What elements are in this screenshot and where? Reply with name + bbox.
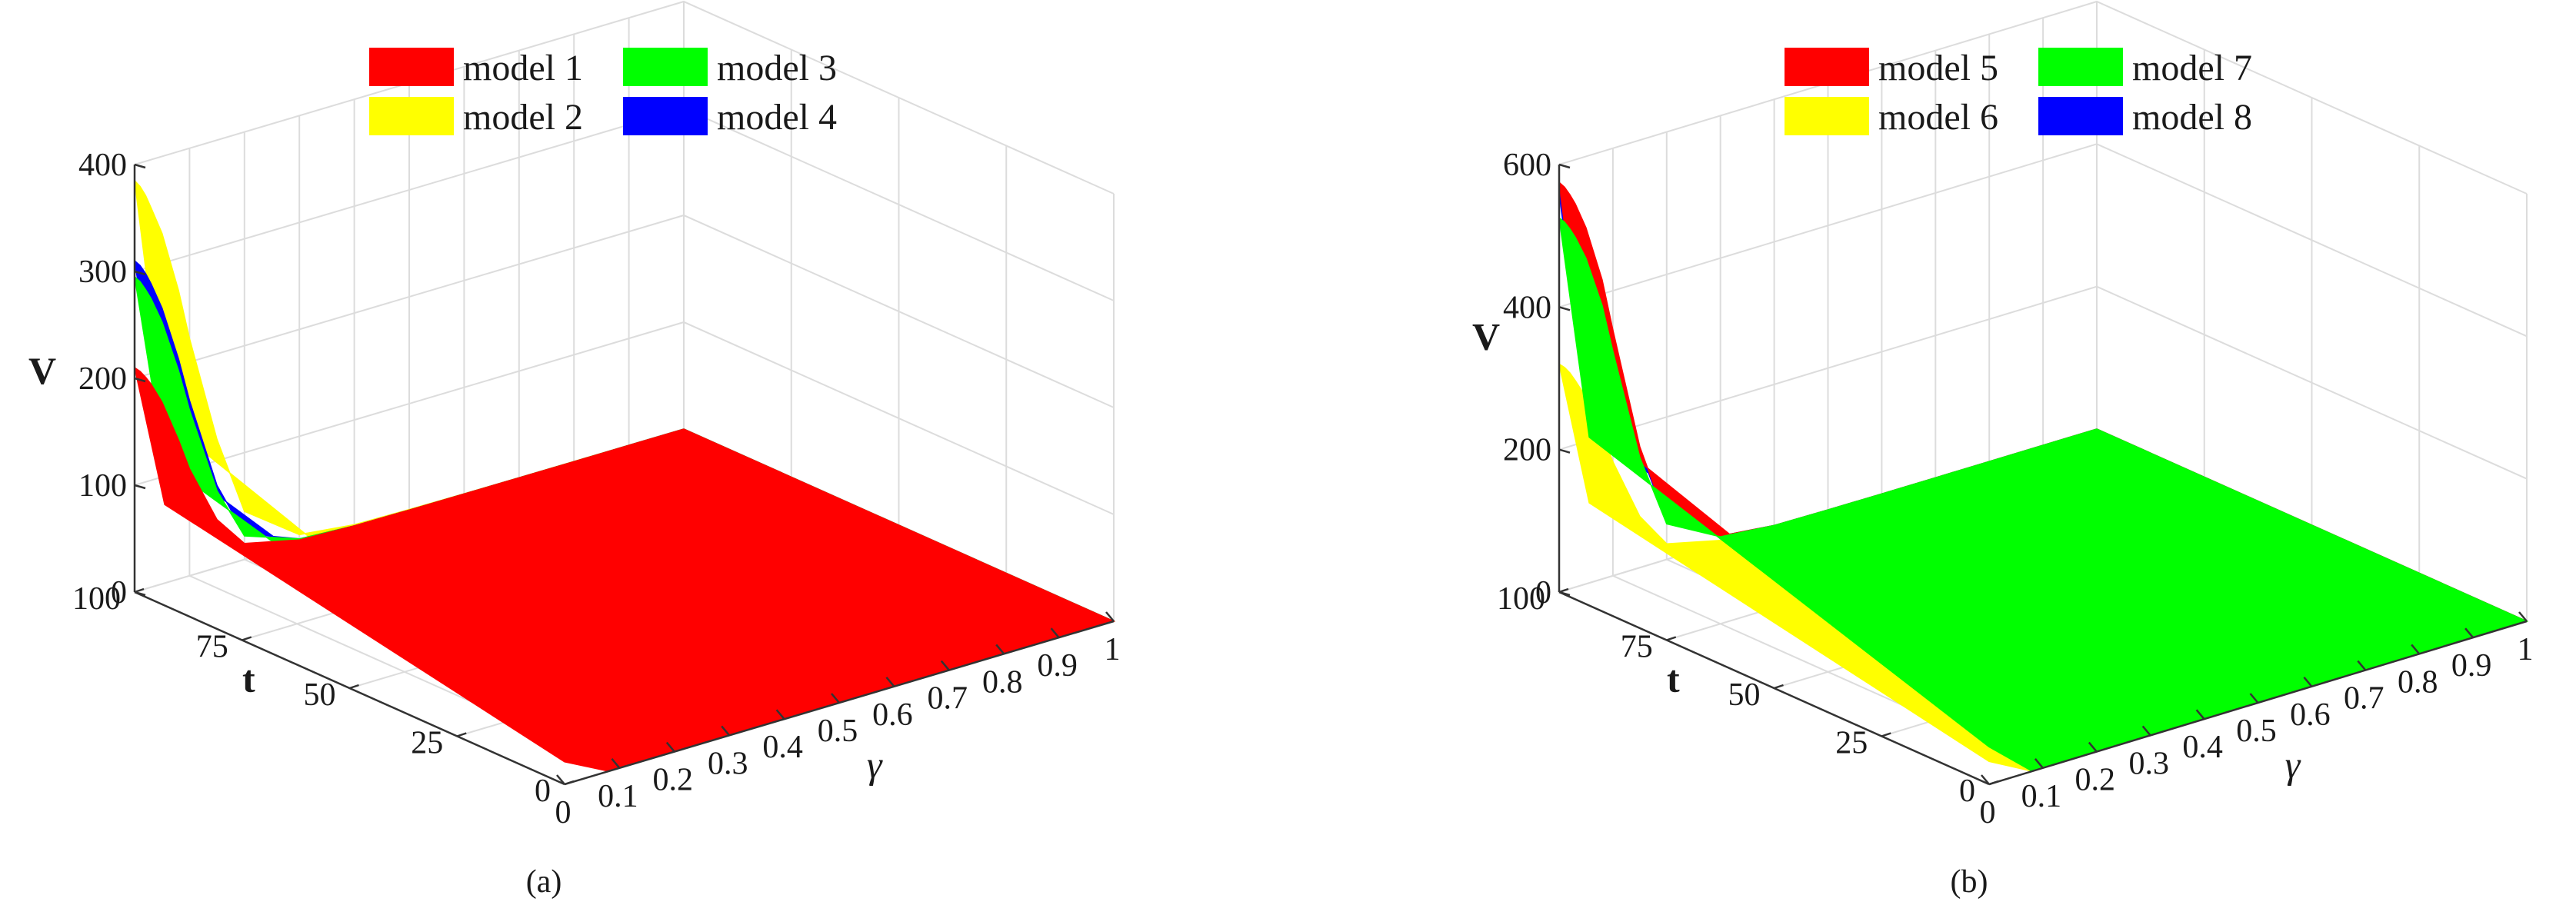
t-tick-label: 100	[72, 581, 121, 617]
legend-swatch	[623, 48, 708, 86]
t-tick-label: 50	[1728, 677, 1761, 713]
z-tick-label: 600	[1503, 148, 1551, 183]
legend-label: model 5	[1878, 48, 1998, 88]
gamma-tick-label: 0.9	[2451, 648, 2492, 684]
z-tick-label: 200	[78, 361, 127, 397]
t-axis-label: t	[242, 657, 255, 700]
gamma-tick-label: 0.8	[2398, 664, 2438, 700]
gamma-tick-label: 0.9	[1037, 648, 1078, 684]
gamma-tick-label: 0.1	[598, 779, 638, 814]
panel-caption: (a)	[526, 864, 562, 900]
gamma-tick-label: 1	[2518, 632, 2534, 667]
legend-label: model 1	[463, 48, 583, 88]
z-tick-label: 200	[1503, 433, 1551, 468]
gamma-tick-label: 0.4	[762, 730, 803, 765]
gamma-tick-label: 0.5	[818, 714, 858, 749]
z-tick-label: 100	[78, 468, 127, 504]
gamma-tick-label: 0.3	[708, 746, 748, 781]
t-tick-label: 0	[535, 774, 551, 809]
t-tick-label: 75	[196, 630, 228, 665]
z-tick-label: 300	[78, 255, 127, 290]
gamma-tick-label: 0	[555, 795, 572, 830]
t-tick-label: 25	[1835, 726, 1868, 761]
legend-swatch	[1785, 48, 1869, 86]
surfaces	[133, 178, 1116, 772]
z-tick-label: 0	[111, 575, 127, 611]
legend: model 5 model 6 model 7 model 8	[1785, 48, 2252, 138]
gamma-axis-label: γ	[2285, 743, 2301, 786]
legend-label: model 2	[463, 97, 583, 138]
gamma-tick-label: 0.1	[2021, 779, 2062, 814]
legend-label: model 7	[2132, 48, 2252, 88]
legend-swatch	[369, 48, 454, 86]
gamma-tick-label: 1	[1105, 632, 1121, 667]
gamma-tick-label: 0.7	[928, 681, 968, 717]
gamma-tick-label: 0.5	[2236, 714, 2277, 749]
t-tick-label: 100	[1497, 581, 1545, 617]
gamma-axis-label: γ	[867, 743, 883, 786]
z-tick-label: 0	[1535, 575, 1551, 611]
legend-swatch	[623, 97, 708, 135]
legend-label: model 8	[2132, 97, 2252, 138]
t-tick-label: 75	[1621, 630, 1653, 665]
z-axis-label: V	[28, 349, 56, 392]
t-tick-label: 0	[1959, 774, 1975, 809]
z-axis-label: V	[1472, 314, 1500, 358]
panel-caption: (b)	[1951, 864, 1988, 900]
t-tick-label: 50	[304, 677, 336, 713]
gamma-tick-label: 0.3	[2128, 746, 2169, 781]
gamma-tick-label: 0.7	[2344, 681, 2384, 717]
t-tick-label: 25	[411, 726, 443, 761]
gamma-tick-label: 0.6	[872, 697, 913, 733]
legend: model 1 model 2 model 3 model 4	[369, 48, 837, 138]
gamma-tick-label: 0.4	[2182, 730, 2223, 765]
t-axis-label: t	[1667, 657, 1680, 700]
gamma-tick-label: 0.6	[2290, 697, 2331, 733]
gamma-tick-label: 0.2	[653, 763, 694, 798]
legend-label: model 4	[717, 97, 837, 138]
legend-swatch	[369, 97, 454, 135]
z-tick-label: 400	[78, 148, 127, 183]
gamma-tick-label: 0	[1980, 795, 1996, 830]
legend-swatch	[2038, 97, 2123, 135]
legend-label: model 3	[717, 48, 837, 88]
gamma-tick-label: 0.8	[982, 664, 1023, 700]
z-tick-label: 400	[1503, 290, 1551, 325]
gamma-tick-label: 0.2	[2075, 763, 2116, 798]
legend-swatch	[2038, 48, 2123, 86]
legend-swatch	[1785, 97, 1869, 135]
legend-label: model 6	[1878, 97, 1998, 138]
